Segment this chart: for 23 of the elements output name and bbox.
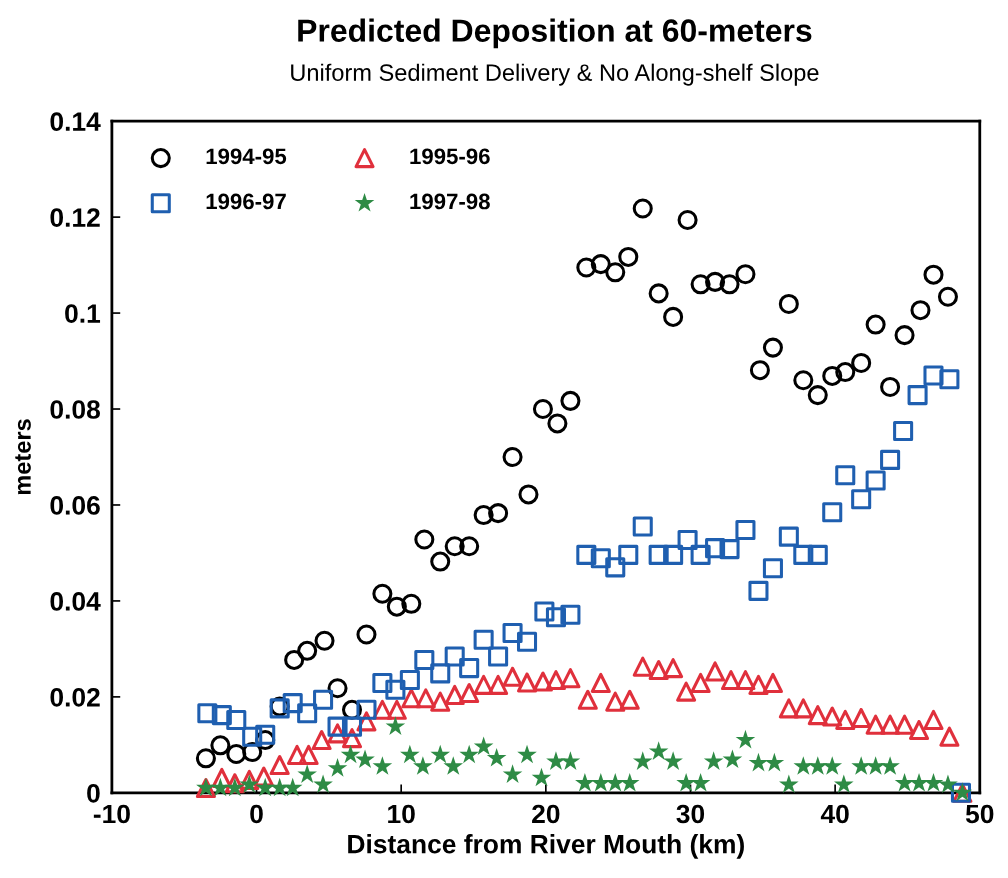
x-tick-label: 0	[250, 804, 263, 824]
legend-label: 1995-96	[410, 148, 490, 165]
y-tick-label: 0.14	[50, 112, 101, 131]
y-tick-label: 0	[87, 783, 100, 803]
x-tick-label: 40	[820, 804, 849, 824]
x-tick-label: 20	[532, 804, 560, 824]
x-tick-label: 10	[388, 804, 415, 824]
y-axis-title: meters	[15, 419, 31, 495]
y-tick-label: 0.1	[65, 304, 101, 323]
y-tick-label: 0.04	[50, 592, 101, 611]
legend-label: 1994-95	[206, 148, 287, 165]
y-tick-label: 0.08	[50, 400, 100, 419]
chart-subtitle: Uniform Sediment Delivery & No Along-shelf Slope	[291, 63, 819, 86]
chart-title: Predicted Deposition at 60-meters	[298, 18, 812, 49]
legend-label: 1997-98	[410, 193, 490, 210]
x-axis-title: Distance from River Mouth (km)	[348, 834, 744, 859]
x-tick-label: 30	[676, 804, 705, 824]
x-tick-label: -10	[93, 804, 130, 824]
y-tick-label: 0.12	[50, 208, 100, 227]
y-tick-label: 0.06	[50, 496, 100, 515]
legend-label: 1996-97	[206, 193, 286, 210]
x-tick-label: 50	[965, 804, 994, 824]
y-tick-label: 0.02	[50, 688, 100, 707]
